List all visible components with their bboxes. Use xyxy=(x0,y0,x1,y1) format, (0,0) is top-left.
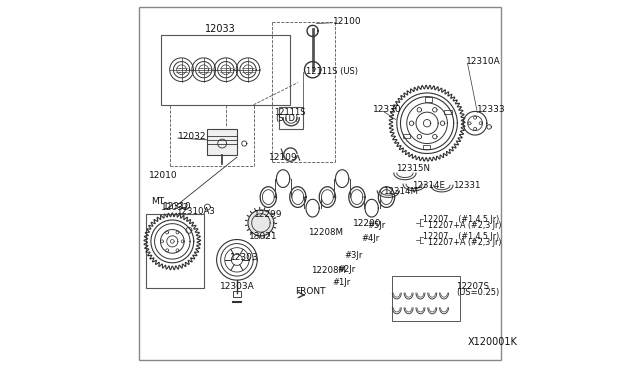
Text: #2Jr: #2Jr xyxy=(338,265,356,274)
Text: #3Jr: #3Jr xyxy=(345,251,363,260)
Text: #4Jr: #4Jr xyxy=(362,234,380,243)
Bar xyxy=(444,109,452,114)
Text: 12111S (US): 12111S (US) xyxy=(306,67,358,76)
Text: 12207    (#1,4,5 Jr): 12207 (#1,4,5 Jr) xyxy=(424,215,500,224)
Bar xyxy=(161,35,291,105)
Text: FRONT: FRONT xyxy=(295,288,325,296)
Text: 12208M: 12208M xyxy=(308,228,343,237)
Text: (STD): (STD) xyxy=(275,114,298,123)
Text: (US=0.25): (US=0.25) xyxy=(456,288,499,297)
Text: 13021: 13021 xyxy=(249,232,278,241)
Text: 12314E: 12314E xyxy=(412,182,445,190)
Bar xyxy=(233,291,241,297)
Bar xyxy=(392,276,460,321)
Text: 12200: 12200 xyxy=(353,219,381,228)
Text: 12207+A (#2,3 Jr): 12207+A (#2,3 Jr) xyxy=(428,221,502,230)
Text: 12010: 12010 xyxy=(149,171,178,180)
Text: X120001K: X120001K xyxy=(468,337,518,347)
Text: 12032: 12032 xyxy=(161,202,189,212)
Text: 12310A: 12310A xyxy=(466,57,500,67)
Text: 12314M: 12314M xyxy=(383,187,418,196)
Bar xyxy=(147,214,204,288)
Text: 12033: 12033 xyxy=(205,25,236,35)
Text: 12032: 12032 xyxy=(178,132,206,141)
Text: 12310A3: 12310A3 xyxy=(176,206,215,216)
Text: #1Jr: #1Jr xyxy=(332,278,351,287)
Text: 12310: 12310 xyxy=(163,202,192,211)
Text: 12207+A (#2,3 Jr): 12207+A (#2,3 Jr) xyxy=(428,238,502,247)
Text: 12299: 12299 xyxy=(254,210,283,219)
Text: 12109: 12109 xyxy=(269,153,298,162)
Text: 12111S: 12111S xyxy=(274,108,305,118)
Text: 12100: 12100 xyxy=(333,17,362,26)
Polygon shape xyxy=(248,210,274,236)
Bar xyxy=(207,129,237,155)
Bar xyxy=(280,107,303,129)
Bar xyxy=(403,134,410,138)
Text: 12303: 12303 xyxy=(230,253,258,262)
Text: 12207S: 12207S xyxy=(456,282,489,291)
Text: 12315N: 12315N xyxy=(396,164,429,173)
Text: 12207    (#1,4,5 Jr): 12207 (#1,4,5 Jr) xyxy=(424,232,500,241)
Text: 12303A: 12303A xyxy=(220,282,254,291)
Text: MT: MT xyxy=(151,198,164,206)
Bar xyxy=(425,97,433,102)
Text: 12333: 12333 xyxy=(477,105,506,115)
Text: 12208M: 12208M xyxy=(311,266,346,275)
Text: 12331: 12331 xyxy=(453,181,481,190)
Text: 12330: 12330 xyxy=(372,105,401,115)
Bar xyxy=(423,145,431,150)
Text: #5Jr: #5Jr xyxy=(367,221,385,230)
